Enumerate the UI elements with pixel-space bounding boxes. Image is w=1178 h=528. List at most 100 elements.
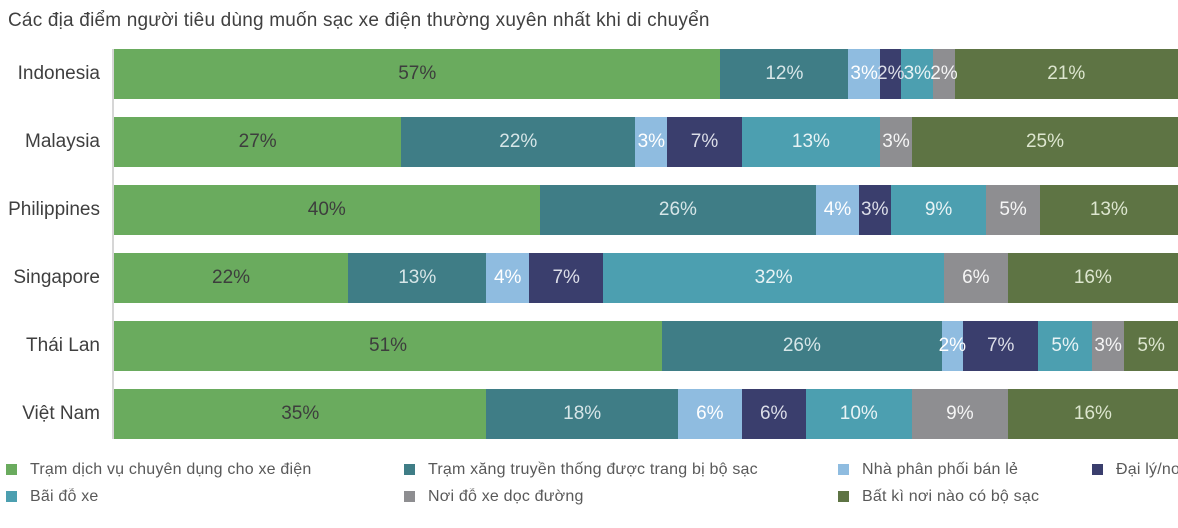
- legend-row: Bãi đỗ xe Nơi đỗ xe dọc đường Bất kì nơi n…: [6, 483, 1178, 510]
- bar-segment: 5%: [1038, 321, 1093, 371]
- segment-value-label: 22%: [499, 131, 538, 152]
- bar-segment: 16%: [1007, 389, 1178, 439]
- segment-value-label: 3%: [850, 63, 878, 84]
- legend-color-swatch: [6, 464, 17, 475]
- legend-color-swatch: [404, 491, 415, 502]
- segment-value-label: 3%: [861, 199, 889, 220]
- legend-color-swatch: [838, 464, 849, 475]
- bar-segment: 13%: [741, 117, 881, 167]
- segment-value-label: 2%: [877, 63, 905, 84]
- segment-value-label: 22%: [212, 267, 251, 288]
- segment-value-label: 26%: [782, 335, 821, 356]
- bar-row: 27% 22% 3% 7% 13% 3% 25%: [114, 117, 1178, 167]
- legend-item: Nơi đỗ xe dọc đường: [404, 488, 838, 506]
- segment-value-label: 57%: [398, 63, 437, 84]
- bar-segment: 18%: [486, 389, 678, 439]
- bar-segment: 3%: [901, 49, 934, 99]
- bar-segment: 27%: [114, 117, 402, 167]
- bar-segment: 6%: [943, 253, 1008, 303]
- segment-value-label: 21%: [1047, 63, 1086, 84]
- segment-value-label: 16%: [1073, 403, 1112, 424]
- segment-value-label: 10%: [839, 403, 878, 424]
- segment-value-label: 12%: [765, 63, 804, 84]
- bar-segment: 2%: [930, 49, 958, 99]
- segment-value-label: 13%: [1089, 199, 1128, 220]
- bars-container: 57% 12% 3% 2% 3% 2% 21% 27% 22% 3% 7% 13% 3% 25% 40% 26…: [112, 49, 1178, 439]
- segment-value-label: 6%: [962, 267, 990, 288]
- bar-segment: 7%: [528, 253, 604, 303]
- segment-value-label: 9%: [946, 403, 974, 424]
- legend-label: Trạm dịch vụ chuyên dụng cho xe điện: [30, 460, 312, 478]
- legend-label: Nơi đỗ xe dọc đường: [428, 487, 584, 505]
- legend-item: Bãi đỗ xe: [6, 488, 404, 506]
- segment-value-label: 25%: [1025, 131, 1065, 152]
- category-label: Malaysia: [25, 131, 100, 152]
- legend-row: Trạm dịch vụ chuyên dụng cho xe điện Trạm…: [6, 456, 1178, 483]
- bar-segment: 7%: [667, 117, 742, 167]
- segment-value-label: 3%: [1094, 335, 1122, 356]
- bar-segment: 9%: [912, 389, 1008, 439]
- category-axis: Indonesia Malaysia Philippines Singapore Thá…: [0, 49, 112, 439]
- segment-value-label: 13%: [791, 131, 830, 152]
- bar-segment: 13%: [348, 253, 487, 303]
- bar-segment: 10%: [805, 389, 913, 439]
- segment-value-label: 5%: [1137, 335, 1165, 356]
- bar-segment: 5%: [986, 185, 1040, 235]
- bar-segment: 35%: [114, 389, 487, 439]
- legend-item: Bất kì nơi nào có bộ sạc: [838, 488, 1092, 506]
- bar-segment: 26%: [539, 185, 817, 235]
- segment-value-label: 3%: [903, 63, 932, 84]
- legend: Trạm dịch vụ chuyên dụng cho xe điện Trạm…: [0, 456, 1178, 510]
- segment-value-label: 3%: [882, 131, 910, 152]
- segment-value-label: 4%: [823, 199, 852, 220]
- segment-value-label: 13%: [398, 267, 437, 288]
- bar-segment: 5%: [1124, 321, 1178, 371]
- bar-segment: 51%: [114, 321, 663, 371]
- segment-value-label: 27%: [238, 131, 277, 152]
- legend-color-swatch: [838, 491, 849, 502]
- bar-segment: 3%: [858, 185, 891, 235]
- category-label: Philippines: [8, 199, 100, 220]
- legend-label: Trạm xăng truyền thống được trang bị bộ …: [428, 460, 758, 478]
- bar-segment: 3%: [635, 117, 668, 167]
- legend-color-swatch: [404, 464, 415, 475]
- bar-row: 40% 26% 4% 3% 9% 5% 13%: [114, 185, 1178, 235]
- segment-value-label: 35%: [281, 403, 320, 424]
- bar-segment: 32%: [603, 253, 944, 303]
- legend-color-swatch: [6, 491, 17, 502]
- segment-value-label: 16%: [1073, 267, 1112, 288]
- legend-item: Đại lý/no: [1092, 461, 1178, 479]
- bar-segment: 21%: [954, 49, 1178, 99]
- chart-title: Các địa điểm người tiêu dùng muốn sạc xe…: [8, 10, 710, 31]
- segment-value-label: 51%: [369, 335, 408, 356]
- chart-plot-area: Indonesia Malaysia Philippines Singapore Thá…: [0, 49, 1178, 439]
- category-label: Thái Lan: [26, 335, 100, 356]
- bar-row: 35% 18% 6% 6% 10% 9% 16%: [114, 389, 1178, 439]
- bar-segment: 12%: [720, 49, 849, 99]
- bar-segment: 25%: [912, 117, 1178, 167]
- category-label: Việt Nam: [22, 403, 100, 424]
- bar-segment: 16%: [1007, 253, 1178, 303]
- bar-segment: 6%: [677, 389, 742, 439]
- segment-value-label: 26%: [658, 199, 697, 220]
- segment-value-label: 3%: [637, 131, 666, 152]
- segment-value-label: 32%: [754, 267, 793, 288]
- bar-segment: 4%: [486, 253, 529, 303]
- bar-segment: 40%: [114, 185, 540, 235]
- segment-value-label: 2%: [930, 63, 958, 84]
- segment-value-label: 18%: [563, 403, 602, 424]
- legend-color-swatch: [1092, 464, 1103, 475]
- segment-value-label: 5%: [1051, 335, 1079, 356]
- bar-segment: 22%: [114, 253, 349, 303]
- bar-row: 51% 26% 2% 7% 5% 3% 5%: [114, 321, 1178, 371]
- legend-label: Nhà phân phối bán lẻ: [862, 460, 1019, 478]
- legend-item: Nhà phân phối bán lẻ: [838, 461, 1092, 479]
- bar-segment: 7%: [963, 321, 1039, 371]
- bar-segment: 3%: [1092, 321, 1125, 371]
- bar-segment: 6%: [741, 389, 806, 439]
- segment-value-label: 9%: [924, 199, 953, 220]
- legend-label: Đại lý/no: [1116, 460, 1178, 478]
- segment-value-label: 7%: [690, 131, 719, 152]
- segment-value-label: 7%: [552, 267, 580, 288]
